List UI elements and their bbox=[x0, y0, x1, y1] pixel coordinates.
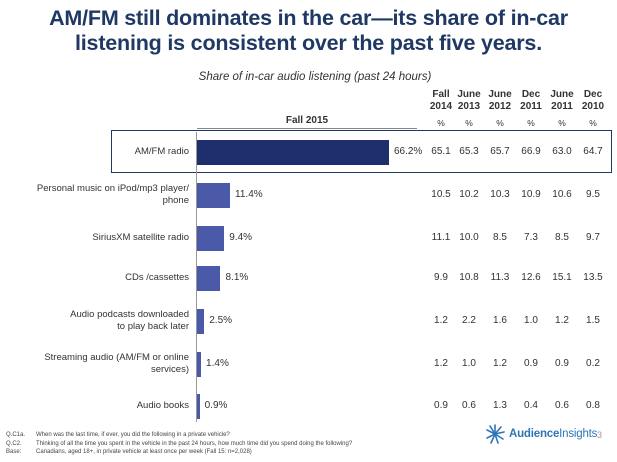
series-label: Fall 2015 bbox=[285, 115, 329, 126]
bar bbox=[197, 351, 202, 377]
table-cell: 10.9 bbox=[521, 189, 541, 200]
table-column-unit: % bbox=[496, 118, 504, 128]
series-label-underline bbox=[197, 128, 417, 129]
category-label: Audio podcasts downloaded to play back la… bbox=[70, 308, 189, 333]
table-cell: 13.5 bbox=[583, 272, 603, 283]
category-label: Audio books bbox=[136, 399, 189, 411]
table-cell: 66.9 bbox=[521, 146, 541, 157]
table-cell: 9.5 bbox=[586, 189, 600, 200]
table-cell: 0.9 bbox=[434, 400, 448, 411]
table-cell: 64.7 bbox=[583, 146, 603, 157]
bar-value-label: 2.5% bbox=[209, 315, 233, 326]
footnote-row: Base: Canadians, aged 18+, in private veh… bbox=[6, 449, 252, 455]
table-cell: 10.0 bbox=[459, 232, 479, 243]
bar bbox=[197, 225, 225, 251]
table-cell: 1.2 bbox=[493, 358, 507, 369]
bar-value-label: 11.4% bbox=[235, 189, 263, 200]
bar-value-label: 0.9% bbox=[204, 400, 228, 411]
bar-value-label: 1.4% bbox=[206, 358, 229, 369]
logo-text: AudienceInsights bbox=[509, 428, 598, 440]
table-cell: 8.5 bbox=[493, 232, 507, 243]
bar bbox=[197, 139, 389, 165]
table-cell: 0.6 bbox=[462, 400, 476, 411]
table-cell: 1.6 bbox=[493, 315, 507, 326]
table-cell: 0.2 bbox=[586, 358, 600, 369]
table-cell: 10.5 bbox=[431, 189, 451, 200]
category-label: CDs /cassettes bbox=[125, 271, 189, 283]
table-cell: 1.3 bbox=[493, 400, 507, 411]
table-cell: 8.5 bbox=[555, 232, 569, 243]
category-label: Streaming audio (AM/FM or online services… bbox=[44, 351, 189, 376]
table-column-unit: % bbox=[465, 118, 473, 128]
table-cell: 0.6 bbox=[555, 400, 569, 411]
table-cell: 12.6 bbox=[521, 272, 541, 283]
table-cell: 1.5 bbox=[586, 315, 600, 326]
bar bbox=[197, 265, 221, 291]
table-cell: 11.1 bbox=[431, 232, 451, 243]
bar-value-label: 8.1% bbox=[225, 272, 249, 283]
bar-value-label: 66.2% bbox=[393, 146, 423, 157]
category-label: AM/FM radio bbox=[134, 145, 189, 157]
table-column-unit: % bbox=[437, 118, 445, 128]
table-cell: 63.0 bbox=[552, 146, 572, 157]
bar bbox=[197, 308, 205, 334]
table-cell: 10.6 bbox=[552, 189, 572, 200]
table-cell: 9.9 bbox=[434, 272, 448, 283]
category-label: SiriusXM satellite radio bbox=[92, 231, 189, 243]
table-cell: 1.2 bbox=[434, 315, 448, 326]
table-cell: 1.2 bbox=[434, 358, 448, 369]
table-cell: 1.2 bbox=[555, 315, 569, 326]
table-cell: 10.3 bbox=[490, 189, 510, 200]
footnotes: Q.C1a. When was the last time, if ever, y… bbox=[6, 431, 352, 457]
table-cell: 7.3 bbox=[524, 232, 538, 243]
table-cell: 0.8 bbox=[586, 400, 600, 411]
table-column-unit: % bbox=[589, 118, 597, 128]
table-cell: 9.7 bbox=[586, 232, 600, 243]
table-cell: 2.2 bbox=[462, 315, 476, 326]
table-column-header: Fall 2014 bbox=[429, 89, 453, 112]
table-column-unit: % bbox=[527, 118, 535, 128]
table-cell: 15.1 bbox=[552, 272, 572, 283]
table-cell: 65.7 bbox=[490, 146, 510, 157]
footnote-row: Q.C2. Thinking of all the time you spent … bbox=[6, 440, 353, 447]
table-column-unit: % bbox=[558, 118, 566, 128]
table-cell: 1.0 bbox=[462, 358, 476, 369]
table-column-header: June 2013 bbox=[457, 89, 481, 112]
page-number: 3 bbox=[597, 430, 603, 440]
table-cell: 65.3 bbox=[459, 146, 479, 157]
table-cell: 1.0 bbox=[524, 315, 538, 326]
table-cell: 10.8 bbox=[459, 272, 479, 283]
table-column-header: Dec 2011 bbox=[520, 89, 542, 112]
logo-burst-icon bbox=[486, 424, 505, 444]
audience-insights-logo: AudienceInsights bbox=[484, 422, 597, 446]
table-column-header: June 2011 bbox=[550, 89, 574, 112]
footnote-row: Q.C1a. When was the last time, if ever, y… bbox=[6, 432, 230, 438]
highlight-box-amfm bbox=[111, 130, 612, 173]
table-cell: 11.3 bbox=[490, 272, 510, 283]
table-column-header: June 2012 bbox=[488, 89, 512, 112]
table-cell: 0.9 bbox=[555, 358, 569, 369]
bar bbox=[197, 393, 200, 419]
bar-axis-line bbox=[196, 132, 197, 422]
chart-subtitle: Share of in-car audio listening (past 24… bbox=[198, 71, 432, 83]
page-title: AM/FM still dominates in the car—its sha… bbox=[0, 6, 617, 56]
title-line-2: listening is consistent over the past fi… bbox=[75, 31, 542, 55]
table-cell: 0.9 bbox=[524, 358, 538, 369]
category-label: Personal music on iPod/mp3 player/phone bbox=[36, 182, 189, 207]
table-cell: 0.4 bbox=[524, 400, 538, 411]
table-cell: 65.1 bbox=[431, 146, 451, 157]
table-column-header: Dec 2010 bbox=[581, 89, 605, 112]
table-cell: 10.2 bbox=[459, 189, 479, 200]
title-line-1: AM/FM still dominates in the car—its sha… bbox=[49, 6, 568, 30]
bar-value-label: 9.4% bbox=[229, 232, 253, 243]
bar bbox=[197, 182, 231, 208]
